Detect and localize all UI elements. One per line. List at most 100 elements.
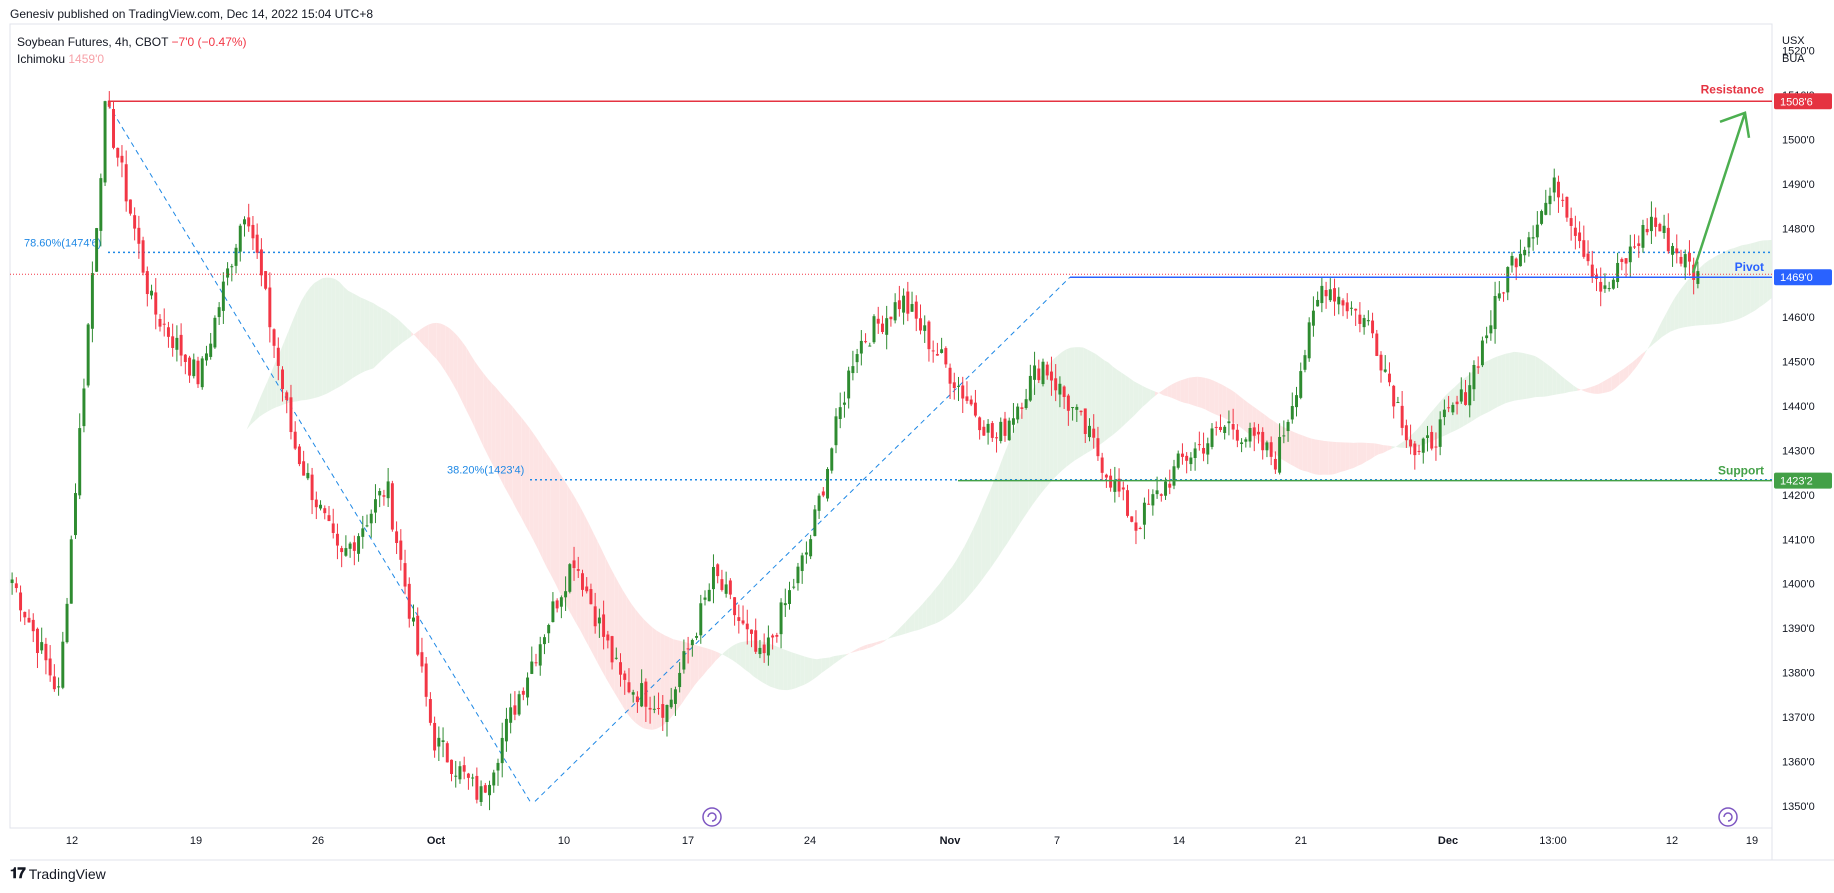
cloud-segment xyxy=(998,457,1003,557)
cloud-segment xyxy=(1767,239,1772,302)
candle-body xyxy=(141,240,145,273)
candle-body xyxy=(1286,421,1290,432)
candle-body xyxy=(264,271,268,289)
candle-body xyxy=(842,402,846,405)
candle-body xyxy=(1417,450,1421,452)
cloud-segment xyxy=(985,490,991,575)
cloud-segment xyxy=(740,641,746,670)
cloud-segment xyxy=(369,301,374,370)
tradingview-brand[interactable]: 𝟏𝟕 TradingView xyxy=(10,865,106,882)
cloud-segment xyxy=(1247,402,1253,436)
candle-body xyxy=(1421,438,1425,453)
cloud-segment xyxy=(715,651,720,661)
cloud-segment xyxy=(445,325,450,378)
candle-body xyxy=(509,707,513,723)
cloud-segment xyxy=(905,617,910,634)
cloud-segment xyxy=(816,658,822,677)
cloud-segment xyxy=(1581,388,1586,392)
cloud-segment xyxy=(1362,442,1367,465)
cloud-segment xyxy=(846,652,851,656)
cloud-segment xyxy=(1484,360,1489,414)
candle-body xyxy=(872,316,876,343)
candle-body xyxy=(289,397,293,433)
candle-body xyxy=(1172,466,1176,486)
candle-body xyxy=(1269,442,1273,457)
candle-body xyxy=(1645,228,1649,233)
candle-body xyxy=(496,762,500,771)
cloud-segment xyxy=(1674,291,1679,330)
candle-body xyxy=(1092,428,1096,438)
candle-body xyxy=(1472,364,1476,390)
cloud-segment xyxy=(922,598,927,629)
cloud-segment xyxy=(1171,382,1177,400)
candle-body xyxy=(255,234,259,253)
candle-body xyxy=(1037,368,1041,381)
cloud-segment xyxy=(1116,369,1122,432)
cloud-segment xyxy=(419,326,425,346)
candle-body xyxy=(1159,494,1163,496)
cloud-segment xyxy=(973,519,978,591)
candle-body xyxy=(1476,366,1480,368)
cloud-segment xyxy=(301,293,306,401)
candle-body xyxy=(703,597,707,600)
cloud-segment xyxy=(517,412,522,518)
cloud-segment xyxy=(884,637,889,642)
candle-body xyxy=(1569,218,1573,226)
cloud-segment xyxy=(1488,358,1493,412)
candle-body xyxy=(771,635,775,638)
cloud-segment xyxy=(533,434,539,550)
cloud-segment xyxy=(1535,356,1540,398)
time-tick-label: 19 xyxy=(1746,835,1758,847)
candle-body xyxy=(750,629,753,634)
cloud-segment xyxy=(542,446,547,567)
candle-body xyxy=(331,523,335,533)
candle-body xyxy=(572,560,576,569)
candle-body xyxy=(251,224,255,239)
cloud-segment xyxy=(770,644,775,689)
cloud-segment xyxy=(1416,424,1422,447)
cloud-segment xyxy=(1547,364,1553,397)
candle-body xyxy=(348,543,352,549)
price-tick-label: 1490'0 xyxy=(1782,179,1815,191)
cloud-segment xyxy=(1007,435,1012,544)
cloud-segment xyxy=(1243,399,1248,434)
replay-icon-ring xyxy=(702,807,722,827)
candle-body xyxy=(1527,237,1531,248)
cloud-segment xyxy=(390,313,395,353)
cloud-segment xyxy=(149,617,154,623)
candle-body xyxy=(158,318,162,327)
axes-layer: 1350'01360'01370'01380'01390'01400'01410… xyxy=(66,35,1815,847)
candle-body xyxy=(944,348,948,365)
candle-body xyxy=(775,634,779,637)
candle-body xyxy=(940,349,944,353)
cloud-segment xyxy=(1235,392,1240,427)
cloud-segment xyxy=(901,621,906,635)
candle-body xyxy=(1628,246,1632,263)
price-tick-label: 1400'0 xyxy=(1782,579,1815,591)
candle-body xyxy=(1510,255,1514,266)
cloud-segment xyxy=(162,633,167,638)
cloud-segment xyxy=(859,645,864,651)
candle-body xyxy=(1404,425,1408,441)
candle-body xyxy=(65,603,69,643)
cloud-segment xyxy=(1349,442,1354,470)
cloud-segment xyxy=(1552,367,1557,396)
cloud-segment xyxy=(343,286,348,385)
candle-body xyxy=(57,686,61,688)
candle-body xyxy=(209,343,213,357)
candle-body xyxy=(150,290,154,296)
cloud-segment xyxy=(288,319,294,403)
cloud-segment xyxy=(1607,376,1612,393)
candle-body xyxy=(1016,406,1020,420)
candle-body xyxy=(390,483,394,530)
candle-body xyxy=(69,539,73,604)
replay-icon-arc xyxy=(707,812,717,822)
cloud-segment xyxy=(470,354,475,428)
candle-body xyxy=(1599,281,1603,292)
cloud-segment xyxy=(1146,387,1151,404)
candle-body xyxy=(31,619,35,632)
cloud-segment xyxy=(563,479,568,608)
candle-body xyxy=(352,542,356,551)
cloud-segment xyxy=(1514,351,1519,401)
